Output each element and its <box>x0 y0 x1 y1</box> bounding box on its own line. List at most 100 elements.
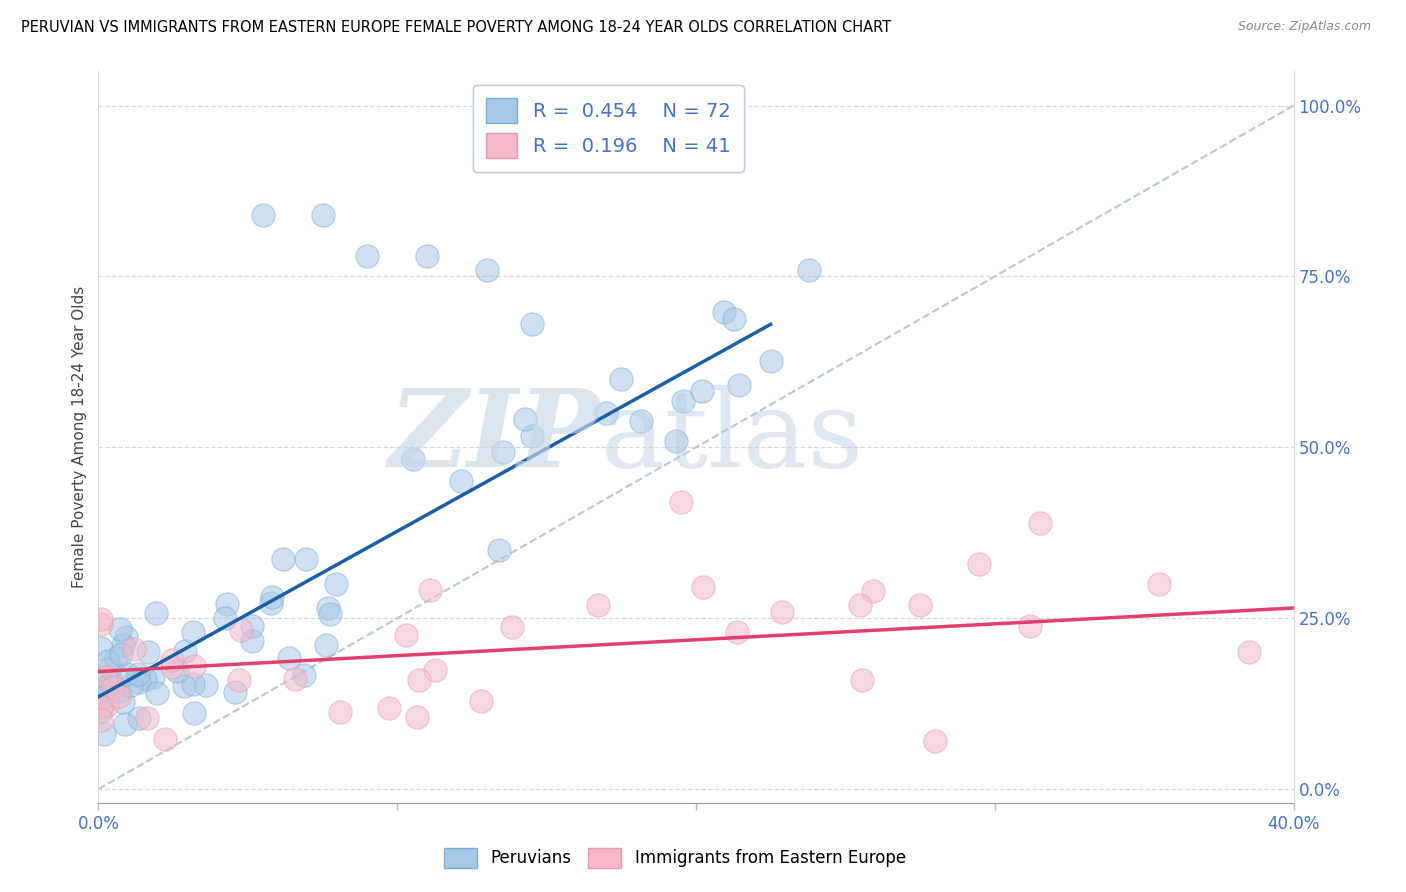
Point <box>908 598 931 612</box>
Point <box>90 684 112 698</box>
Point <box>419 583 441 598</box>
Point <box>128 711 150 725</box>
Point <box>725 625 748 640</box>
Point <box>849 598 872 612</box>
Point <box>727 377 749 392</box>
Point <box>315 638 337 652</box>
Point <box>228 673 250 687</box>
Point <box>470 694 492 708</box>
Point <box>240 634 263 648</box>
Point <box>98 661 121 675</box>
Point <box>96 698 118 713</box>
Point <box>969 558 991 572</box>
Point <box>90 704 112 718</box>
Text: atlas: atlas <box>600 384 863 490</box>
Point <box>273 551 295 566</box>
Point <box>136 711 159 725</box>
Text: PERUVIAN VS IMMIGRANTS FROM EASTERN EUROPE FEMALE POVERTY AMONG 18-24 YEAR OLDS : PERUVIAN VS IMMIGRANTS FROM EASTERN EURO… <box>21 20 891 35</box>
Point <box>90 713 112 727</box>
Point <box>181 677 204 691</box>
Point <box>759 353 782 368</box>
Point <box>155 731 177 746</box>
Point <box>240 619 263 633</box>
Point <box>501 620 523 634</box>
Point <box>136 645 159 659</box>
Point <box>292 668 315 682</box>
Point <box>134 672 156 686</box>
Point <box>924 734 946 748</box>
Point <box>122 642 145 657</box>
Point <box>278 650 301 665</box>
Point <box>862 584 884 599</box>
Point <box>513 412 536 426</box>
Point <box>104 651 127 665</box>
Point <box>96 680 118 694</box>
Point <box>194 678 217 692</box>
Point <box>520 318 543 332</box>
Point <box>90 700 112 714</box>
Point <box>586 598 609 612</box>
Point <box>90 690 112 705</box>
Point <box>319 607 342 621</box>
Point <box>311 208 333 222</box>
Point <box>690 384 713 399</box>
Point <box>316 601 339 615</box>
Point <box>492 444 515 458</box>
Point <box>181 625 204 640</box>
Point <box>356 249 378 263</box>
Point <box>630 414 652 428</box>
Point <box>672 394 695 409</box>
Text: Source: ZipAtlas.com: Source: ZipAtlas.com <box>1237 20 1371 33</box>
Point <box>110 647 132 661</box>
Point <box>450 474 472 488</box>
Point <box>1147 577 1170 591</box>
Point <box>595 406 617 420</box>
Text: ZIP: ZIP <box>389 384 600 490</box>
Point <box>406 709 429 723</box>
Point <box>770 605 793 619</box>
Point <box>851 673 873 688</box>
Point <box>166 664 188 678</box>
Point <box>115 630 138 644</box>
Point <box>100 674 122 689</box>
Point <box>173 679 195 693</box>
Point <box>669 495 692 509</box>
Point <box>127 666 149 681</box>
Point <box>262 590 284 604</box>
Point <box>142 670 165 684</box>
Point <box>488 542 510 557</box>
Point <box>294 552 316 566</box>
Point <box>665 434 688 448</box>
Point <box>1028 516 1050 530</box>
Point <box>692 580 714 594</box>
Point <box>723 311 745 326</box>
Point <box>797 263 820 277</box>
Point <box>112 638 135 652</box>
Point <box>146 686 169 700</box>
Point <box>325 577 347 591</box>
Point <box>423 663 446 677</box>
Point <box>145 606 167 620</box>
Point <box>90 617 112 632</box>
Point <box>1237 645 1260 659</box>
Point <box>162 653 184 667</box>
Point <box>183 659 205 673</box>
Point <box>183 706 205 721</box>
Point <box>217 597 239 611</box>
Point <box>284 672 307 686</box>
Point <box>128 674 150 689</box>
Point <box>713 305 735 319</box>
Point <box>520 429 543 443</box>
Point <box>214 611 236 625</box>
Point <box>96 670 118 684</box>
Point <box>475 262 498 277</box>
Point <box>252 208 274 222</box>
Point <box>229 624 252 638</box>
Point <box>120 678 142 692</box>
Point <box>162 660 184 674</box>
Point <box>112 695 135 709</box>
Point <box>173 644 195 658</box>
Point <box>377 701 399 715</box>
Point <box>108 684 131 698</box>
Point <box>93 727 115 741</box>
